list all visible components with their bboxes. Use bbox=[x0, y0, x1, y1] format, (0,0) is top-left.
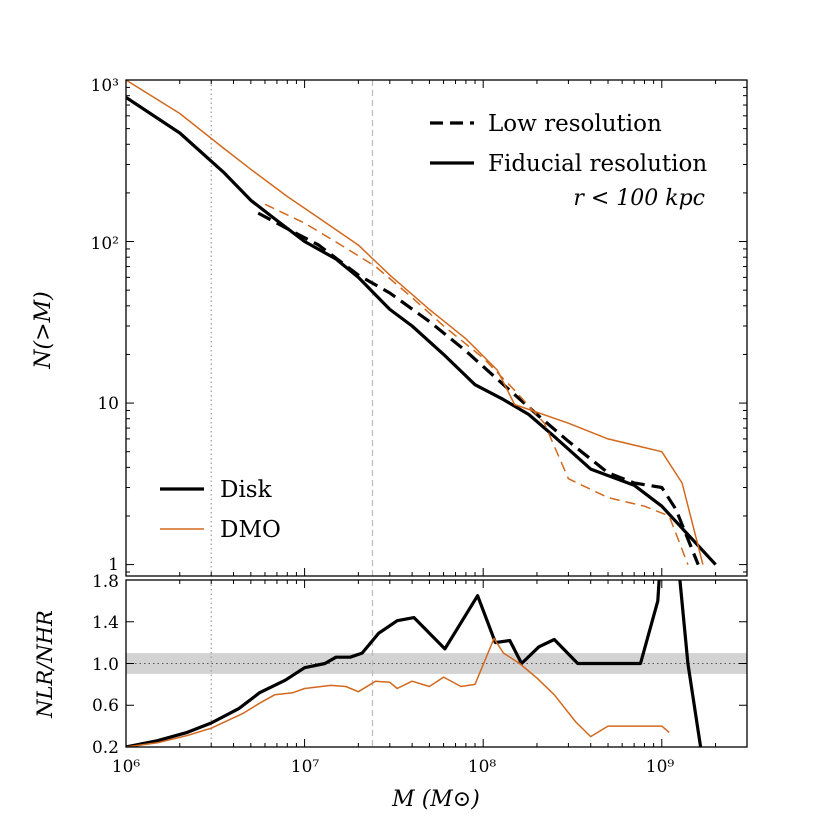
ratio-tick-label-1.8: 1.8 bbox=[92, 572, 119, 592]
legend-resolution: Low resolution Fiducial resolution r < 1… bbox=[430, 111, 707, 211]
y-tick-label-1000: 10³ bbox=[91, 76, 119, 96]
legend-model: Disk DMO bbox=[160, 477, 281, 543]
radius-annotation: r < 100 kpc bbox=[573, 186, 705, 211]
series-dmo-fiducial bbox=[126, 80, 704, 565]
top-series-group bbox=[126, 80, 717, 566]
legend-dmo-label: DMO bbox=[220, 517, 281, 543]
top-panel: 10³ 10² 10 1 N(>M) Low resolution Fiduci… bbox=[31, 76, 748, 577]
x-tick-label-1e7: 10⁷ bbox=[291, 757, 320, 777]
bottom-y-axis-label: NLR/NHR bbox=[33, 610, 57, 719]
series-disk-fiducial bbox=[126, 96, 717, 566]
x-tick-label-1e8: 10⁸ bbox=[468, 757, 497, 777]
ratio-tick-label-0.2: 0.2 bbox=[92, 738, 119, 758]
legend-fiducial-resolution-label: Fiducial resolution bbox=[488, 151, 707, 177]
y-tick-label-100: 10² bbox=[91, 234, 119, 254]
top-reference-lines bbox=[210, 80, 374, 576]
x-tick-label-1e9: 10⁹ bbox=[646, 757, 675, 777]
series-dmo-low bbox=[264, 203, 689, 565]
ratio-reference-band bbox=[126, 653, 747, 674]
top-plot-frame bbox=[125, 79, 748, 577]
bottom-plot-frame bbox=[125, 579, 748, 748]
legend-disk-label: Disk bbox=[220, 477, 273, 503]
bottom-reference-lines bbox=[210, 580, 374, 747]
x-axis-label: M (M⊙) bbox=[391, 787, 480, 812]
y-tick-label-1: 1 bbox=[108, 555, 119, 575]
ratio-tick-label-1.4: 1.4 bbox=[92, 613, 119, 633]
series-dmo-ratio bbox=[126, 637, 670, 747]
ratio-tick-label-0.6: 0.6 bbox=[92, 696, 119, 716]
top-y-axis-label: N(>M) bbox=[31, 291, 56, 369]
ratio-tick-label-1.0: 1.0 bbox=[92, 655, 119, 675]
series-disk-ratio bbox=[126, 580, 703, 747]
series-disk-low bbox=[257, 211, 700, 566]
legend-low-resolution-label: Low resolution bbox=[488, 111, 662, 137]
bottom-series-group bbox=[126, 580, 703, 747]
x-tick-label-1e6: 10⁶ bbox=[112, 757, 141, 777]
y-tick-label-10: 10 bbox=[97, 394, 119, 414]
bottom-panel: 0.2 0.6 1.0 1.4 1.8 NLR/NHR 10⁶ 10⁷ 10⁸ … bbox=[33, 572, 748, 812]
